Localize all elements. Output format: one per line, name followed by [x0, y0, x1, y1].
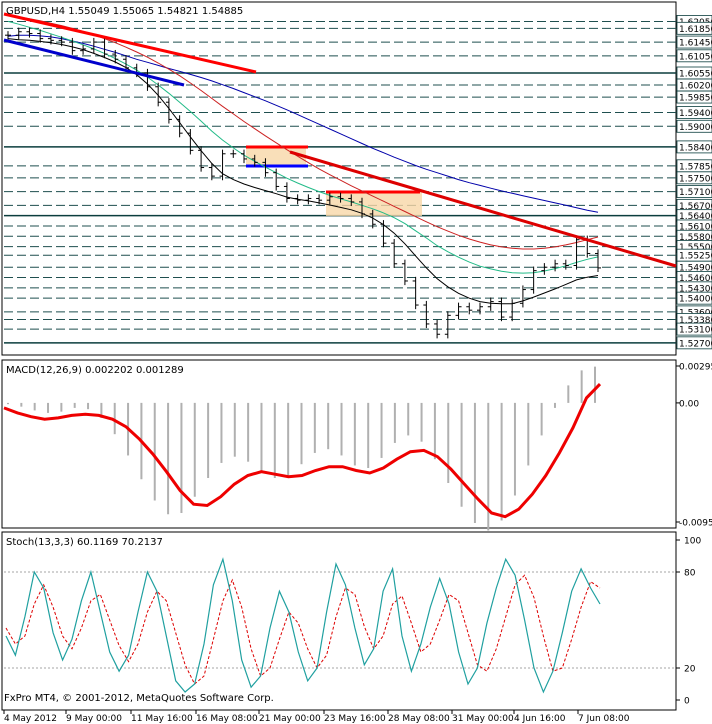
price-label: 1.61850	[679, 25, 712, 35]
stoch-main-line	[5, 557, 601, 694]
price-label: 1.60200	[679, 82, 712, 92]
time-tick-label: 21 May 00:00	[259, 714, 321, 724]
stoch-axis: 100 80 20 0	[676, 537, 701, 707]
price-label-box	[676, 171, 712, 185]
stoch-tick-label: 80	[684, 569, 696, 579]
price-label: 1.58400	[679, 143, 712, 153]
price-label: 1.54900	[679, 264, 712, 274]
macd-axis: 0.00295 0.00 -0.00952	[676, 363, 712, 529]
price-label: 1.54300	[679, 284, 712, 294]
stoch-signal-line	[5, 574, 601, 685]
price-label-box	[676, 21, 712, 35]
price-axis: 1.620501.618501.614501.610501.605501.602…	[676, 15, 712, 350]
price-label: 1.56700	[679, 202, 712, 212]
price-label-box	[676, 185, 712, 198]
macd-panel	[1, 359, 677, 529]
macd-signal-line	[3, 383, 602, 519]
stoch-tick-label: 20	[684, 665, 696, 675]
time-axis: 4 May 2012 9 May 00:00 11 May 16:00 16 May …	[3, 710, 630, 724]
price-label: 1.52700	[679, 339, 712, 349]
price-label: 1.55800	[679, 233, 712, 243]
time-tick-label: 28 May 08:00	[388, 714, 450, 724]
price-label: 1.55500	[679, 243, 712, 253]
price-level-lines	[4, 20, 676, 344]
stoch-tick-label: 0	[684, 697, 690, 707]
price-bars	[5, 27, 601, 339]
price-label: 1.59400	[679, 109, 712, 119]
time-tick-label: 31 May 00:00	[452, 714, 514, 724]
price-label: 1.61050	[679, 52, 712, 62]
trendline-upper	[3, 12, 257, 74]
ma-black-line	[7, 38, 599, 305]
price-label: 1.59850	[679, 94, 712, 104]
moving-averages	[7, 15, 599, 305]
price-label: 1.59000	[679, 123, 712, 133]
macd-label: MACD(12,26,9) 0.002202 0.001289	[6, 365, 184, 376]
price-label-box	[676, 336, 712, 350]
macd-tick-label: 0.00	[679, 399, 699, 409]
macd-tick-label: -0.00952	[679, 519, 712, 529]
price-label-box	[676, 106, 712, 119]
time-tick-label: 7 Jun 08:00	[578, 714, 630, 724]
time-tick-label: 9 May 00:00	[66, 714, 122, 724]
macd-tick-label: 0.00295	[679, 363, 712, 373]
price-label: 1.57100	[679, 188, 712, 198]
trendline-descending	[289, 150, 677, 268]
ma-blue-line	[7, 34, 599, 213]
copyright-text: FxPro MT4, © 2001-2012, MetaQuotes Softw…	[4, 693, 274, 704]
time-tick-label: 23 May 16:00	[324, 714, 386, 724]
price-label: 1.56100	[679, 222, 712, 232]
price-label: 1.54600	[679, 274, 712, 284]
symbol-header: GBPUSD,H4 1.55049 1.55065 1.54821 1.5488…	[6, 6, 243, 17]
stoch-label: Stoch(13,3,3) 60.1169 70.2137	[6, 537, 163, 548]
stoch-panel	[1, 531, 677, 711]
price-label: 1.60550	[679, 70, 712, 80]
macd-histogram	[7, 366, 596, 531]
price-label-box	[676, 140, 712, 154]
time-tick-label: 4 Jun 16:00	[514, 714, 566, 724]
price-label-box	[676, 119, 712, 133]
price-label-box	[676, 322, 712, 336]
time-tick-label: 4 May 2012	[4, 714, 57, 724]
price-label-box	[676, 35, 712, 49]
price-label: 1.56400	[679, 212, 712, 222]
price-label: 1.61450	[679, 39, 712, 49]
ma-red-line	[7, 15, 599, 250]
stochastic-lines	[4, 557, 676, 694]
time-tick-label: 11 May 16:00	[131, 714, 193, 724]
price-label: 1.53380	[679, 316, 712, 326]
price-label: 1.55250	[679, 252, 712, 262]
time-tick-label: 16 May 08:00	[196, 714, 258, 724]
stoch-tick-label: 100	[684, 537, 701, 547]
price-label: 1.57500	[679, 174, 712, 184]
price-label: 1.54000	[679, 295, 712, 305]
price-label-box	[676, 90, 712, 104]
price-label-box	[676, 49, 712, 63]
price-panel	[1, 1, 677, 356]
price-label-box	[676, 291, 712, 305]
price-label: 1.57850	[679, 162, 712, 172]
trendline-lower	[3, 38, 185, 87]
price-label: 1.53100	[679, 326, 712, 336]
